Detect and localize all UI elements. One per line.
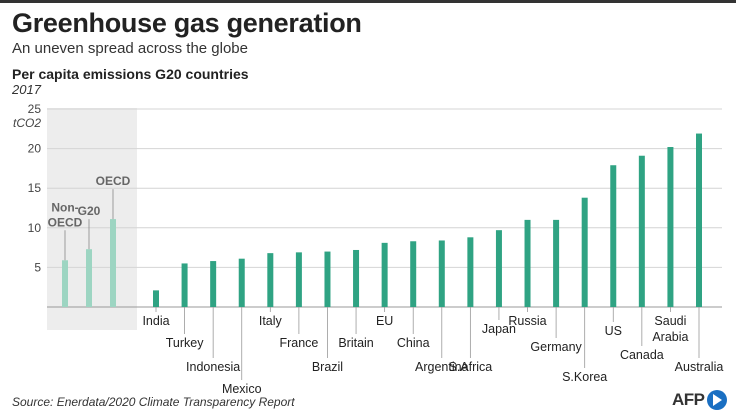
y-tick-label: 15: [28, 181, 42, 195]
bar-canada: [638, 155, 645, 307]
bar-mexico: [238, 258, 245, 307]
bar-eu: [381, 242, 388, 307]
bar-britain: [353, 249, 360, 307]
bar-brazil: [324, 251, 331, 307]
bar-china: [410, 241, 417, 307]
reference-bar-non-oecd: [62, 260, 68, 307]
reference-bar-oecd: [110, 219, 116, 307]
bar-s-korea: [581, 197, 588, 307]
bar-australia: [696, 133, 702, 307]
y-axis-unit: tCO2: [13, 116, 41, 130]
chart-year: 2017: [12, 82, 41, 97]
reference-label: Non-: [51, 200, 78, 214]
category-label: Saudi: [654, 314, 686, 328]
play-icon: [706, 390, 727, 410]
category-label: Japan: [482, 322, 516, 336]
category-label: Australia: [675, 360, 724, 374]
category-label: S.Africa: [448, 360, 492, 374]
source-note: Source: Enerdata/2020 Climate Transparen…: [12, 395, 295, 409]
page-subtitle: An uneven spread across the globe: [12, 40, 248, 57]
bar-turkey: [181, 263, 188, 307]
bar-russia: [524, 219, 531, 307]
chart-title: Per capita emissions G20 countries: [12, 66, 249, 82]
bar-indonesia: [210, 261, 217, 307]
category-label: France: [279, 336, 318, 350]
reference-bar-g20: [86, 249, 92, 307]
reference-label: OECD: [96, 174, 131, 188]
category-label: S.Korea: [562, 370, 607, 384]
bar-s-africa: [467, 237, 474, 307]
bar-india: [153, 290, 159, 307]
bar-saudi-arabia: [667, 147, 674, 307]
bar-france: [295, 252, 302, 307]
afp-logo-text: AFP: [672, 390, 705, 409]
category-label: Germany: [530, 340, 582, 354]
bar-italy: [267, 253, 274, 307]
y-tick-label: 20: [28, 142, 42, 156]
y-tick-label: 10: [28, 221, 42, 235]
category-label: Mexico: [222, 382, 262, 396]
category-label: Canada: [620, 348, 664, 362]
reference-label: OECD: [48, 215, 83, 229]
reference-label: G20: [78, 204, 101, 218]
bar-japan: [495, 230, 502, 307]
category-label: US: [605, 324, 622, 338]
top-rule: [0, 0, 736, 3]
category-label: India: [142, 314, 169, 328]
y-tick-label: 25: [28, 102, 42, 116]
bar-us: [610, 165, 617, 307]
category-label: Argentina: [415, 360, 469, 374]
category-label: Italy: [259, 314, 283, 328]
category-label: Brazil: [312, 360, 343, 374]
category-label: Russia: [508, 314, 546, 328]
category-label: Britain: [338, 336, 373, 350]
category-label: China: [397, 336, 430, 350]
afp-logo: AFP: [672, 390, 727, 410]
category-label: EU: [376, 314, 393, 328]
bar-germany: [553, 219, 560, 307]
category-label: Indonesia: [186, 360, 240, 374]
category-label: Arabia: [652, 330, 688, 344]
page-title: Greenhouse gas generation: [12, 8, 362, 38]
bar-argentina: [438, 240, 445, 307]
category-label: Turkey: [166, 336, 204, 350]
y-tick-label: 5: [34, 260, 41, 274]
